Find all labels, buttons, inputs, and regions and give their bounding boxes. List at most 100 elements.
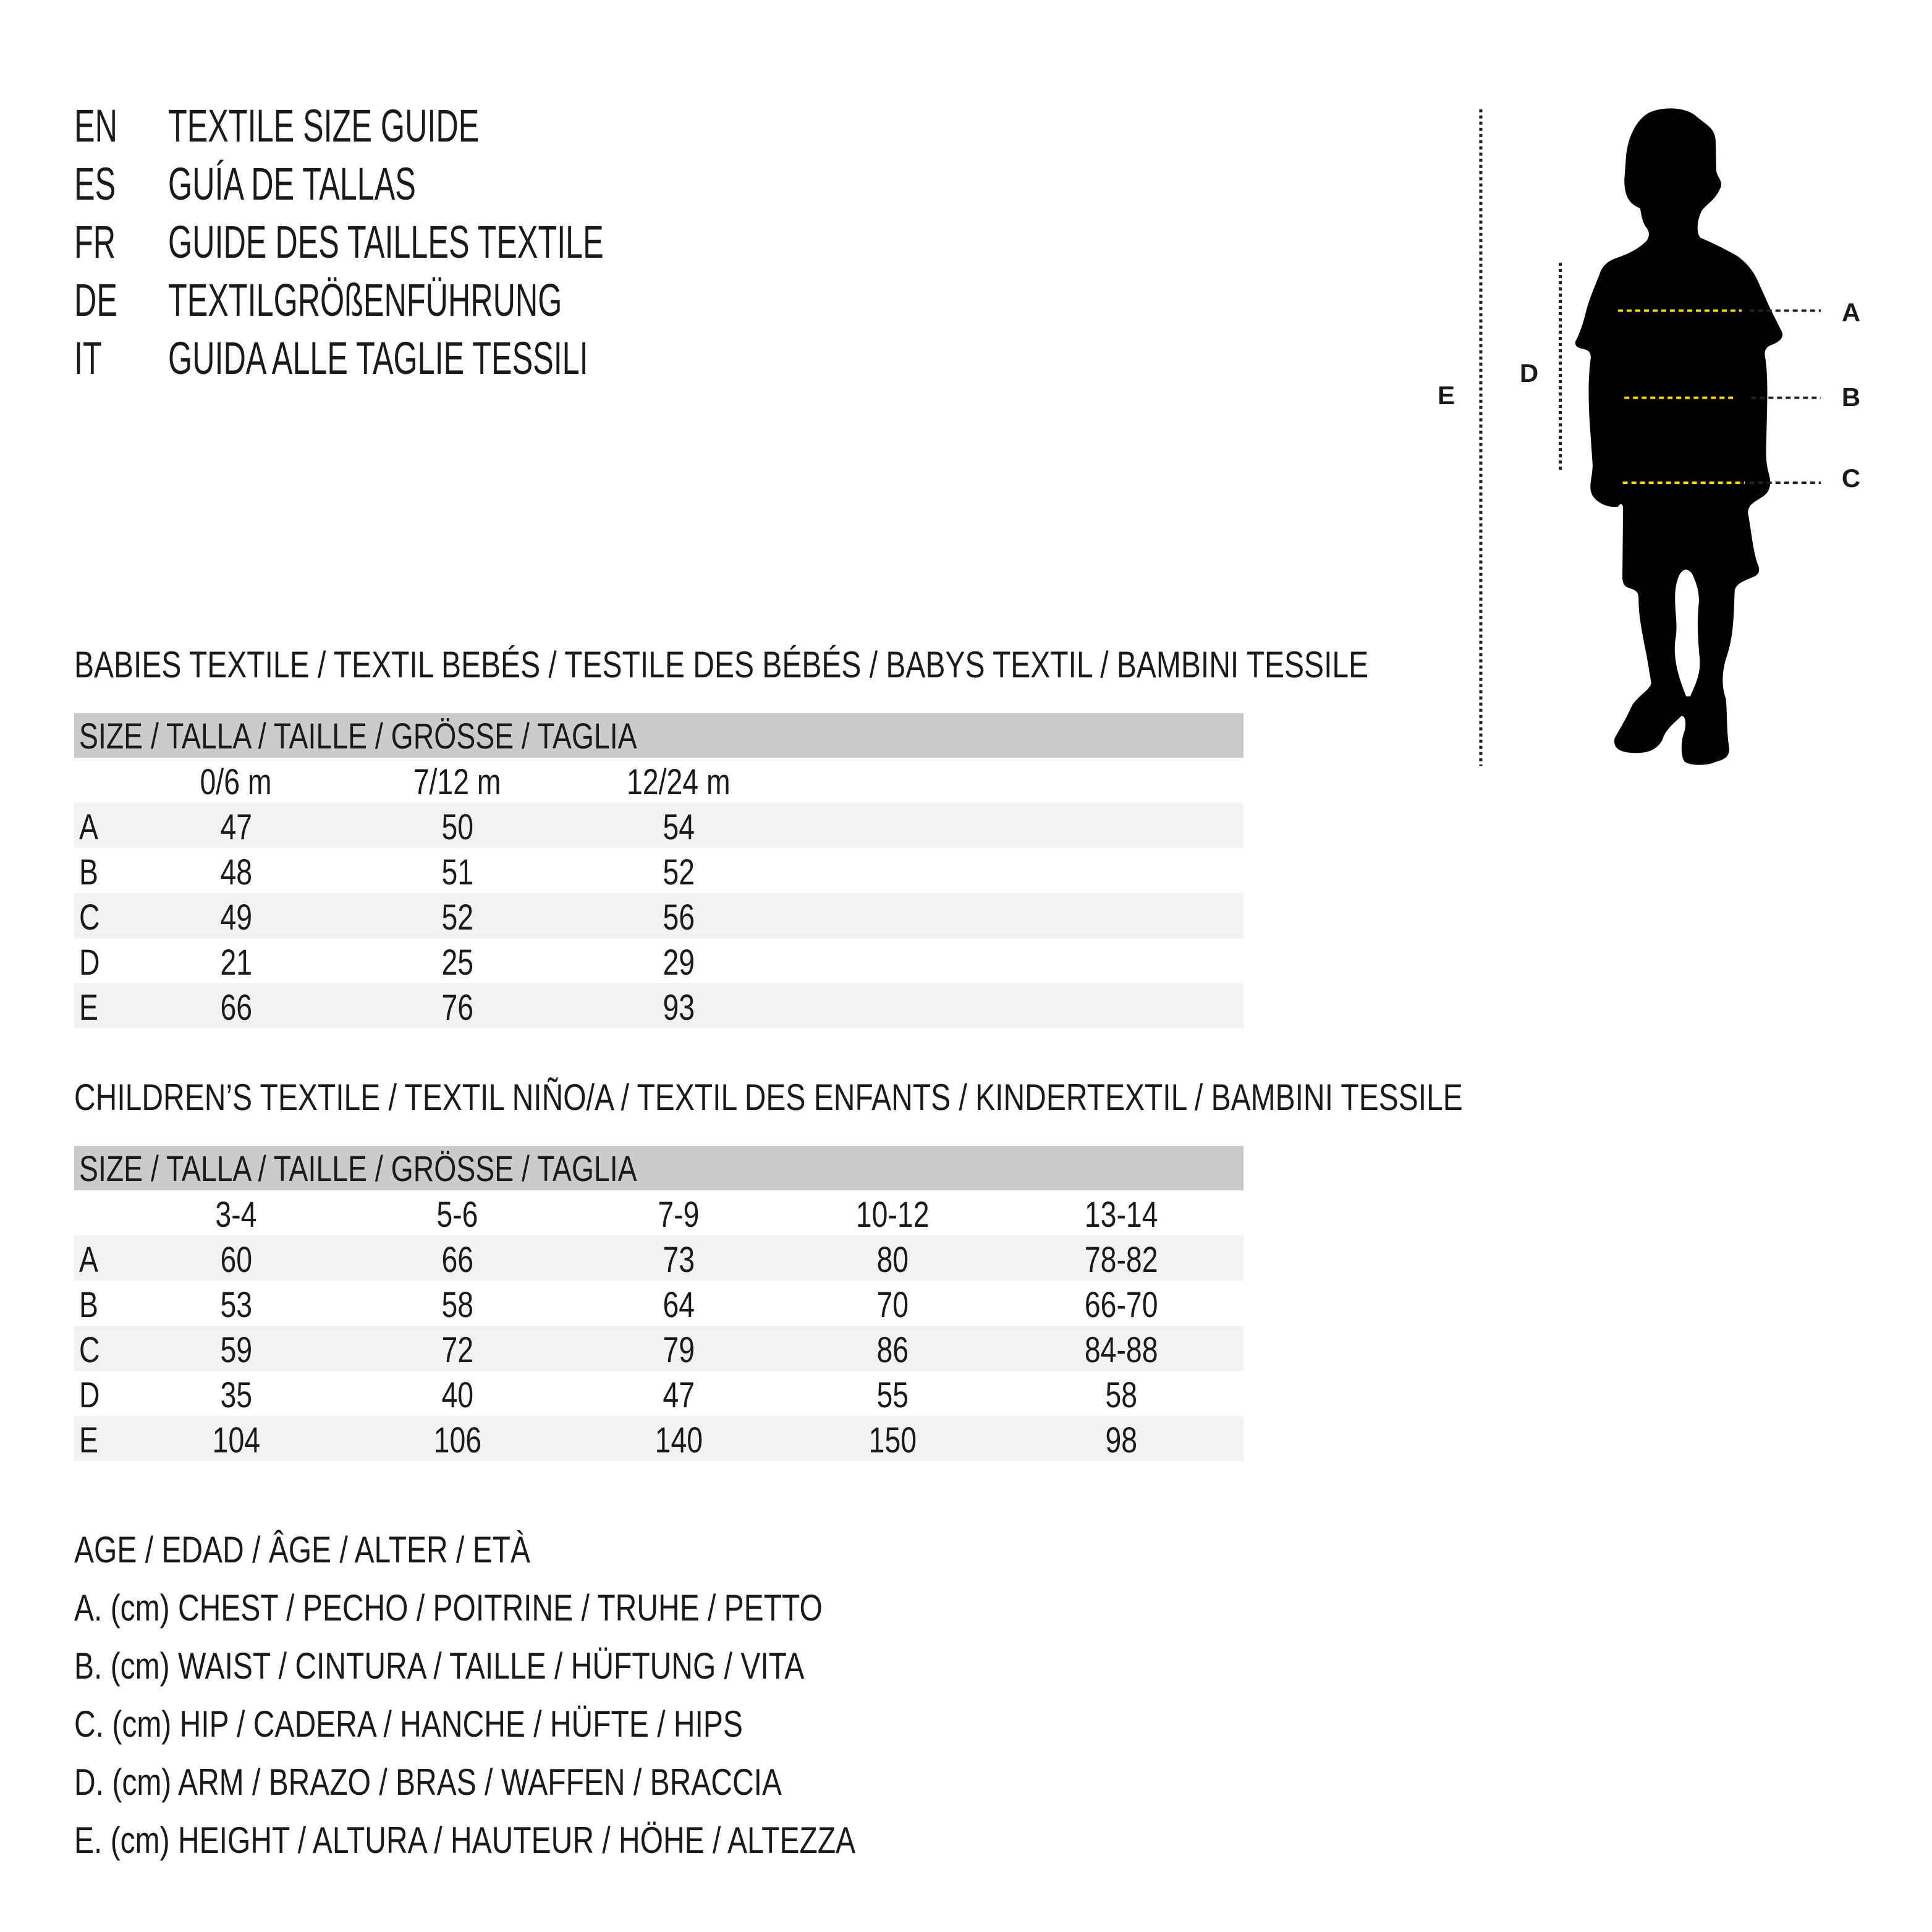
table-cell-value: 35 <box>220 1375 252 1415</box>
table-cell-value: 25 <box>441 943 473 983</box>
table-row: A 60 66 73 80 78-82 <box>74 1235 1244 1281</box>
hip-label: C <box>1841 464 1861 493</box>
table-cell-value: 64 <box>663 1285 695 1325</box>
column-header: 12/24 m <box>586 758 771 807</box>
table-cell-value: 40 <box>441 1375 473 1415</box>
table-cell-value: 49 <box>220 897 252 938</box>
row-label: C <box>79 1326 105 1375</box>
table-cell-value: 55 <box>876 1375 909 1415</box>
table-row: D 21 25 29 <box>74 938 1244 983</box>
row-label-text: A <box>79 1240 98 1280</box>
row-label-text: D <box>79 943 100 983</box>
table-cell: 78-82 <box>1028 1235 1214 1285</box>
table-cell-value: 150 <box>868 1420 917 1460</box>
table-cell-value: 84-88 <box>1084 1330 1158 1370</box>
table-cell: 55 <box>800 1371 985 1420</box>
table-cell-value: 78-82 <box>1084 1240 1158 1280</box>
children-section-title: CHILDREN’S TEXTILE / TEXTIL NIÑO/A / TEX… <box>74 1077 1463 1118</box>
table-cell: 21 <box>143 938 329 988</box>
table-cell: 70 <box>800 1281 985 1330</box>
table-cell: 49 <box>143 893 329 943</box>
table-cell: 54 <box>586 803 771 852</box>
table-cell-value: 29 <box>663 943 695 983</box>
title-text: TEXTILE SIZE GUIDE <box>168 97 625 155</box>
language-code-text: DE <box>74 274 117 326</box>
row-label: E <box>79 1416 103 1465</box>
legend-line: A. (cm) CHEST / PECHO / POITRINE / TRUHE… <box>74 1579 1051 1637</box>
row-label-text: C <box>79 897 100 938</box>
table-cell-value: 80 <box>876 1240 909 1280</box>
table-cell-value: 53 <box>220 1285 252 1325</box>
legend-text: A. (cm) CHEST / PECHO / POITRINE / TRUHE… <box>74 1587 823 1629</box>
table-cell-value: 79 <box>663 1330 695 1370</box>
row-label-text: A <box>79 807 98 847</box>
table-cell: 80 <box>800 1235 985 1285</box>
row-label-text: C <box>79 1330 100 1370</box>
table-cell: 66-70 <box>1028 1281 1214 1330</box>
table-cell: 51 <box>365 848 550 897</box>
table-cell: 72 <box>365 1326 550 1375</box>
row-label-text: E <box>79 988 98 1028</box>
table-cell: 25 <box>365 938 550 988</box>
column-header: 0/6 m <box>143 758 329 807</box>
child-silhouette-figure <box>1421 108 1916 773</box>
table-cell-value: 106 <box>433 1420 481 1460</box>
table-row: A 47 50 54 <box>74 803 1244 848</box>
row-label-text: B <box>79 852 98 892</box>
legend-text: E. (cm) HEIGHT / ALTURA / HAUTEUR / HÖHE… <box>74 1820 856 1861</box>
table-cell-value: 60 <box>220 1240 252 1280</box>
row-label-text: E <box>79 1420 98 1460</box>
row-label: C <box>79 893 105 943</box>
title-text-value: GUIDE DES TAILLES TEXTILE <box>168 216 604 268</box>
table-cell: 56 <box>586 893 771 943</box>
language-code-text: ES <box>74 158 116 210</box>
table-cell-value: 59 <box>220 1330 252 1370</box>
table-row: D 35 40 47 55 58 <box>74 1371 1244 1416</box>
table-cell-value: 76 <box>441 988 473 1028</box>
column-header-text: 10-12 <box>855 1195 930 1235</box>
babies-section-title: BABIES TEXTILE / TEXTIL BEBÉS / TESTILE … <box>74 644 1369 685</box>
table-cell: 66 <box>143 983 329 1033</box>
table-row: B 53 58 64 70 66-70 <box>74 1281 1244 1326</box>
table-cell-value: 86 <box>876 1330 909 1370</box>
table-cell: 48 <box>143 848 329 897</box>
legend-text: B. (cm) WAIST / CINTURA / TAILLE / HÜFTU… <box>74 1645 805 1687</box>
column-header: 13-14 <box>1028 1190 1214 1240</box>
table-cell: 53 <box>143 1281 329 1330</box>
arm-label: D <box>1519 358 1539 388</box>
row-label: D <box>79 938 105 988</box>
table-cell-value: 50 <box>441 807 473 847</box>
legend-text: D. (cm) ARM / BRAZO / BRAS / WAFFEN / BR… <box>74 1761 782 1803</box>
table-cell-value: 54 <box>663 807 695 847</box>
table-cell-value: 58 <box>441 1285 473 1325</box>
table-cell-value: 70 <box>876 1285 909 1325</box>
legend-text: C. (cm) HIP / CADERA / HANCHE / HÜFTE / … <box>74 1703 743 1745</box>
height-label: E <box>1437 381 1455 410</box>
language-code: FR <box>74 213 135 271</box>
children-size-table: SIZE / TALLA / TAILLE / GRÖSSE / TAGLIA 3… <box>74 1146 1244 1461</box>
table-cell-value: 52 <box>441 897 473 938</box>
column-header-text: 7/12 m <box>413 762 501 802</box>
table-cell: 60 <box>143 1235 329 1285</box>
table-cell-value: 93 <box>663 988 695 1028</box>
table-cell-value: 140 <box>655 1420 703 1460</box>
table-cell: 84-88 <box>1028 1326 1214 1375</box>
table-cell-value: 72 <box>441 1330 473 1370</box>
row-label: A <box>79 1235 103 1285</box>
column-header-text: 0/6 m <box>200 762 273 802</box>
column-header-row: 0/6 m 7/12 m 12/24 m <box>74 758 1244 803</box>
table-cell-value: 47 <box>663 1375 695 1415</box>
size-header-text: SIZE / TALLA / TAILLE / GRÖSSE / TAGLIA <box>79 1149 637 1189</box>
title-text-value: TEXTILGRÖßENFÜHRUNG <box>168 274 562 326</box>
table-cell: 58 <box>1028 1371 1214 1420</box>
table-cell: 86 <box>800 1326 985 1375</box>
table-cell: 150 <box>800 1416 985 1465</box>
language-code-text: IT <box>74 333 102 384</box>
table-cell: 106 <box>365 1416 550 1465</box>
title-text: TEXTILGRÖßENFÜHRUNG <box>168 271 747 329</box>
table-cell-value: 21 <box>220 943 252 983</box>
legend-line: AGE / EDAD / ÂGE / ALTER / ETÀ <box>74 1521 1051 1579</box>
language-code: ES <box>74 155 135 213</box>
table-cell: 104 <box>143 1416 329 1465</box>
table-cell: 140 <box>586 1416 771 1465</box>
